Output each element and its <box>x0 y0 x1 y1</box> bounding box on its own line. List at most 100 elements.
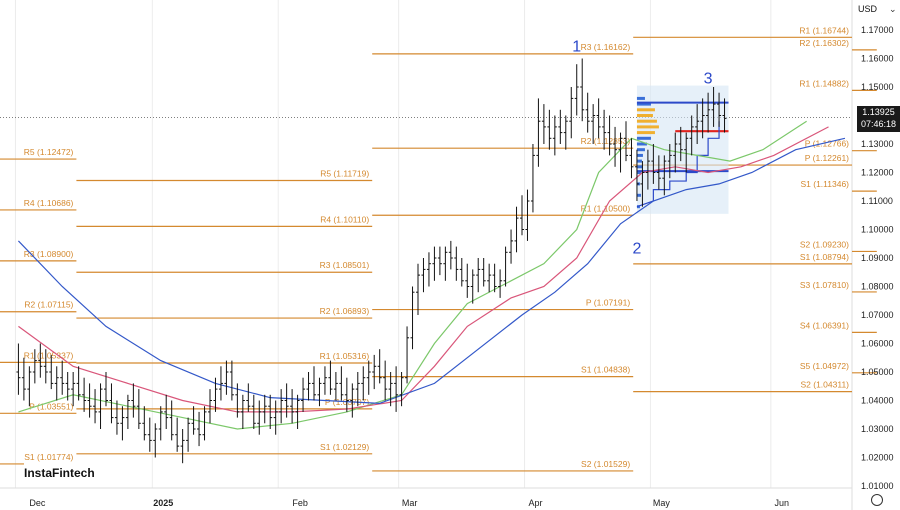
pivot-levels: R5 (1.10282)R4 (1.09285)R3 (1.08288)R2 (… <box>0 25 877 472</box>
ohlc-bar <box>202 406 207 441</box>
pivot-label: R2 (1.16302) <box>799 38 849 48</box>
ohlc-bar <box>541 104 546 144</box>
ohlc-bar <box>235 383 240 418</box>
ohlc-bar <box>109 383 114 424</box>
wave-label: 1 <box>572 38 581 55</box>
price-tick-label: 1.01000 <box>861 481 894 491</box>
ohlc-bar <box>383 360 388 401</box>
ohlc-bar <box>717 92 722 127</box>
ohlc-bar <box>71 372 76 407</box>
ohlc-bar <box>596 98 601 139</box>
profile-bar <box>636 148 645 152</box>
chart-grid <box>0 0 853 510</box>
pivot-label: R2 (1.06893) <box>320 306 370 316</box>
ohlc-bar <box>525 189 530 241</box>
ohlc-bar <box>706 92 711 133</box>
ohlc-bar <box>667 144 672 179</box>
ohlc-bar <box>689 115 694 156</box>
ohlc-bar <box>284 383 289 418</box>
ohlc-bar <box>629 138 634 179</box>
ohlc-bar <box>651 144 656 184</box>
wave-label: 3 <box>704 71 713 88</box>
ohlc-bar <box>104 372 108 407</box>
ohlc-bar <box>416 263 420 315</box>
ohlc-bar <box>218 366 223 401</box>
ohlc-bar <box>443 246 448 281</box>
pivot-label: R2 (1.07115) <box>24 300 73 310</box>
profile-bar <box>636 102 651 106</box>
ohlc-bar <box>454 246 459 281</box>
price-tick-label: 1.06000 <box>861 339 894 349</box>
ohlc-bar <box>388 372 393 407</box>
ohlc-bar <box>82 377 87 412</box>
pivot-label: R1 (1.05337) <box>24 350 74 360</box>
ohlc-bar <box>153 423 158 458</box>
ohlc-bar <box>662 155 667 196</box>
ohlc-bar <box>426 252 431 287</box>
pivot-label: R3 (1.08900) <box>24 249 74 259</box>
ohlc-bar <box>317 377 322 407</box>
ma-line-slow <box>17 137 846 404</box>
pivot-label: S2 (1.09230) <box>800 239 849 249</box>
volume-profile <box>636 85 729 214</box>
ohlc-bar <box>355 372 360 407</box>
ohlc-bar <box>569 87 574 139</box>
ohlc-bar <box>257 400 262 435</box>
ohlc-bar <box>38 343 43 378</box>
ohlc-bar <box>432 246 437 281</box>
chevron-down-icon[interactable]: ⌄ <box>889 4 897 14</box>
ohlc-bar <box>552 115 557 156</box>
time-tick-label: Mar <box>402 498 418 508</box>
pivot-label: S2 (1.04311) <box>800 380 849 390</box>
current-price-tag: 1.13925 07:46:18 <box>857 106 900 132</box>
ohlc-bar <box>180 429 185 464</box>
ohlc-bar <box>169 400 174 441</box>
ohlc-bar <box>322 366 327 395</box>
ohlc-bar <box>208 389 212 424</box>
ohlc-bar <box>93 389 98 424</box>
ohlc-bar <box>410 286 415 350</box>
ohlc-bar <box>530 144 535 213</box>
pivot-label: S1 (1.02129) <box>320 442 369 452</box>
ohlc-bar <box>640 161 645 207</box>
ohlc-bar <box>448 240 453 270</box>
ohlc-bar <box>558 109 563 144</box>
ohlc-bar <box>32 349 37 384</box>
currency-selector[interactable]: USD <box>858 4 878 14</box>
ohlc-bar <box>361 366 366 401</box>
ohlc-bar <box>487 263 492 293</box>
ohlc-bar <box>536 98 541 167</box>
ohlc-bar <box>520 195 524 236</box>
ohlc-bar <box>306 372 311 401</box>
ohlc-bar <box>459 258 464 287</box>
ohlc-bar <box>377 349 382 384</box>
profile-bar <box>636 153 643 157</box>
pivot-label: R3 (1.08501) <box>320 260 370 270</box>
pivot-label: S1 (1.08794) <box>800 252 849 262</box>
ohlc-bar <box>613 126 618 167</box>
profile-bar <box>636 136 651 140</box>
ohlc-bar <box>290 389 295 424</box>
ohlc-bar <box>437 246 442 276</box>
ohlc-bar <box>328 360 333 395</box>
price-tick-label: 1.16000 <box>861 54 894 64</box>
pivot-label: R5 (1.11719) <box>320 169 369 179</box>
wave-labels: 1 2 3 <box>572 38 712 257</box>
ohlc-bar <box>470 269 475 304</box>
ohlc-bar <box>164 394 169 429</box>
time-axis[interactable]: Dec 2025 Feb Mar Apr May Jun <box>29 498 789 508</box>
pivot-label: P (1.07191) <box>586 298 630 308</box>
price-tick-label: 1.10000 <box>861 225 894 235</box>
time-tick-label: Jun <box>775 498 790 508</box>
ohlc-bar <box>585 92 590 133</box>
ohlc-bar <box>372 354 377 390</box>
profile-bar <box>636 125 659 129</box>
price-tick-label: 1.13000 <box>861 139 894 149</box>
ohlc-bar <box>624 121 628 162</box>
pivot-label: P (1.12766) <box>805 139 849 149</box>
price-axis[interactable]: 1.170001.160001.150001.140001.130001.120… <box>861 25 894 491</box>
gear-icon[interactable] <box>871 494 883 506</box>
ohlc-bar <box>49 354 54 390</box>
pivot-label: R3 (1.16162) <box>581 42 631 52</box>
